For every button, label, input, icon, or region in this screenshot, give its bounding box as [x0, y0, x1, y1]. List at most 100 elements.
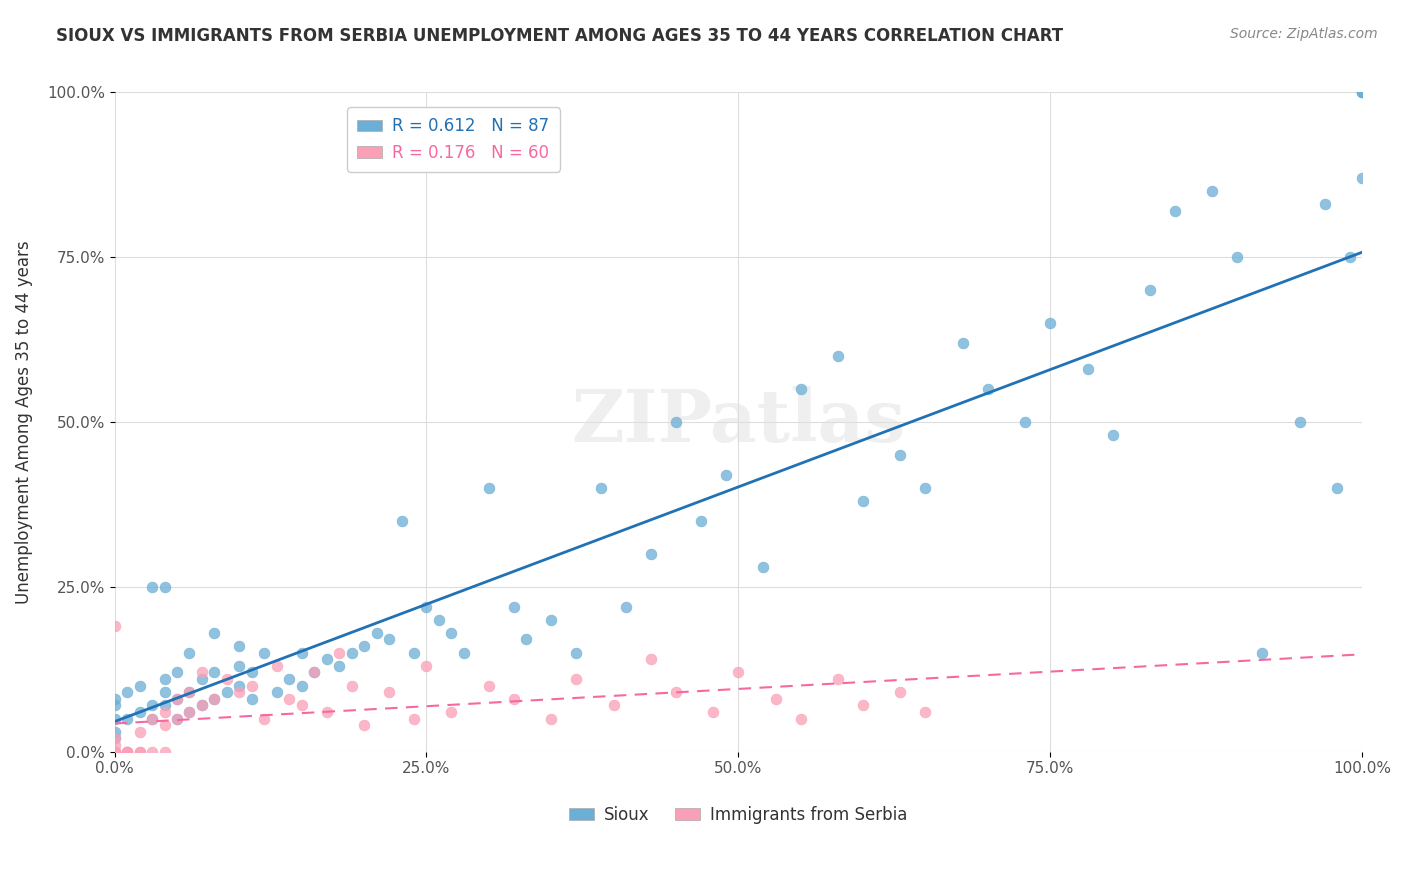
Point: [115, 745, 138, 759]
Point: [1039, 316, 1062, 330]
Point: [104, 745, 127, 759]
Point: [128, 745, 150, 759]
Point: [179, 705, 201, 719]
Point: [253, 646, 276, 660]
Point: [1164, 204, 1187, 219]
Point: [640, 652, 662, 666]
Point: [166, 712, 188, 726]
Point: [166, 712, 188, 726]
Point: [328, 658, 350, 673]
Point: [104, 745, 127, 759]
Point: [153, 672, 176, 686]
Point: [104, 698, 127, 713]
Point: [977, 382, 1000, 396]
Point: [240, 691, 263, 706]
Point: [789, 382, 811, 396]
Point: [402, 712, 425, 726]
Point: [202, 665, 225, 680]
Point: [827, 672, 849, 686]
Point: [852, 698, 875, 713]
Point: [228, 658, 250, 673]
Point: [128, 724, 150, 739]
Point: [179, 685, 201, 699]
Point: [415, 658, 437, 673]
Point: [415, 599, 437, 614]
Point: [153, 580, 176, 594]
Point: [614, 599, 637, 614]
Point: [1351, 86, 1374, 100]
Point: [240, 665, 263, 680]
Point: [215, 672, 238, 686]
Point: [104, 745, 127, 759]
Point: [240, 679, 263, 693]
Point: [141, 698, 163, 713]
Point: [565, 646, 588, 660]
Point: [914, 481, 936, 495]
Y-axis label: Unemployment Among Ages 35 to 44 years: Unemployment Among Ages 35 to 44 years: [15, 240, 32, 604]
Legend: Sioux, Immigrants from Serbia: Sioux, Immigrants from Serbia: [562, 799, 914, 830]
Point: [104, 712, 127, 726]
Point: [453, 646, 475, 660]
Point: [104, 619, 127, 633]
Point: [153, 745, 176, 759]
Point: [166, 691, 188, 706]
Point: [478, 679, 501, 693]
Point: [378, 632, 401, 647]
Point: [104, 738, 127, 752]
Text: Source: ZipAtlas.com: Source: ZipAtlas.com: [1230, 27, 1378, 41]
Point: [1326, 481, 1348, 495]
Point: [104, 691, 127, 706]
Point: [340, 646, 363, 660]
Point: [702, 705, 724, 719]
Point: [1077, 362, 1099, 376]
Point: [1339, 250, 1361, 264]
Point: [602, 698, 624, 713]
Point: [141, 712, 163, 726]
Point: [789, 712, 811, 726]
Point: [315, 652, 337, 666]
Point: [291, 646, 314, 660]
Point: [1351, 86, 1374, 100]
Point: [427, 613, 450, 627]
Text: ZIPatlas: ZIPatlas: [571, 386, 905, 458]
Point: [665, 685, 688, 699]
Point: [1139, 283, 1161, 297]
Point: [153, 718, 176, 732]
Point: [914, 705, 936, 719]
Point: [191, 698, 214, 713]
Point: [315, 705, 337, 719]
Point: [302, 665, 325, 680]
Point: [591, 481, 613, 495]
Point: [353, 718, 375, 732]
Point: [827, 349, 849, 363]
Point: [378, 685, 401, 699]
Point: [1201, 184, 1223, 198]
Point: [278, 691, 301, 706]
Point: [141, 745, 163, 759]
Point: [153, 705, 176, 719]
Point: [665, 415, 688, 429]
Point: [402, 646, 425, 660]
Point: [391, 514, 413, 528]
Point: [502, 691, 524, 706]
Point: [366, 625, 388, 640]
Point: [852, 494, 875, 508]
Point: [540, 712, 562, 726]
Point: [191, 672, 214, 686]
Point: [179, 705, 201, 719]
Point: [1101, 428, 1123, 442]
Point: [515, 632, 537, 647]
Point: [689, 514, 711, 528]
Point: [1351, 171, 1374, 186]
Point: [104, 745, 127, 759]
Point: [141, 712, 163, 726]
Point: [128, 679, 150, 693]
Point: [202, 691, 225, 706]
Point: [128, 745, 150, 759]
Point: [166, 691, 188, 706]
Point: [328, 646, 350, 660]
Point: [115, 745, 138, 759]
Point: [353, 639, 375, 653]
Point: [266, 658, 288, 673]
Point: [440, 705, 463, 719]
